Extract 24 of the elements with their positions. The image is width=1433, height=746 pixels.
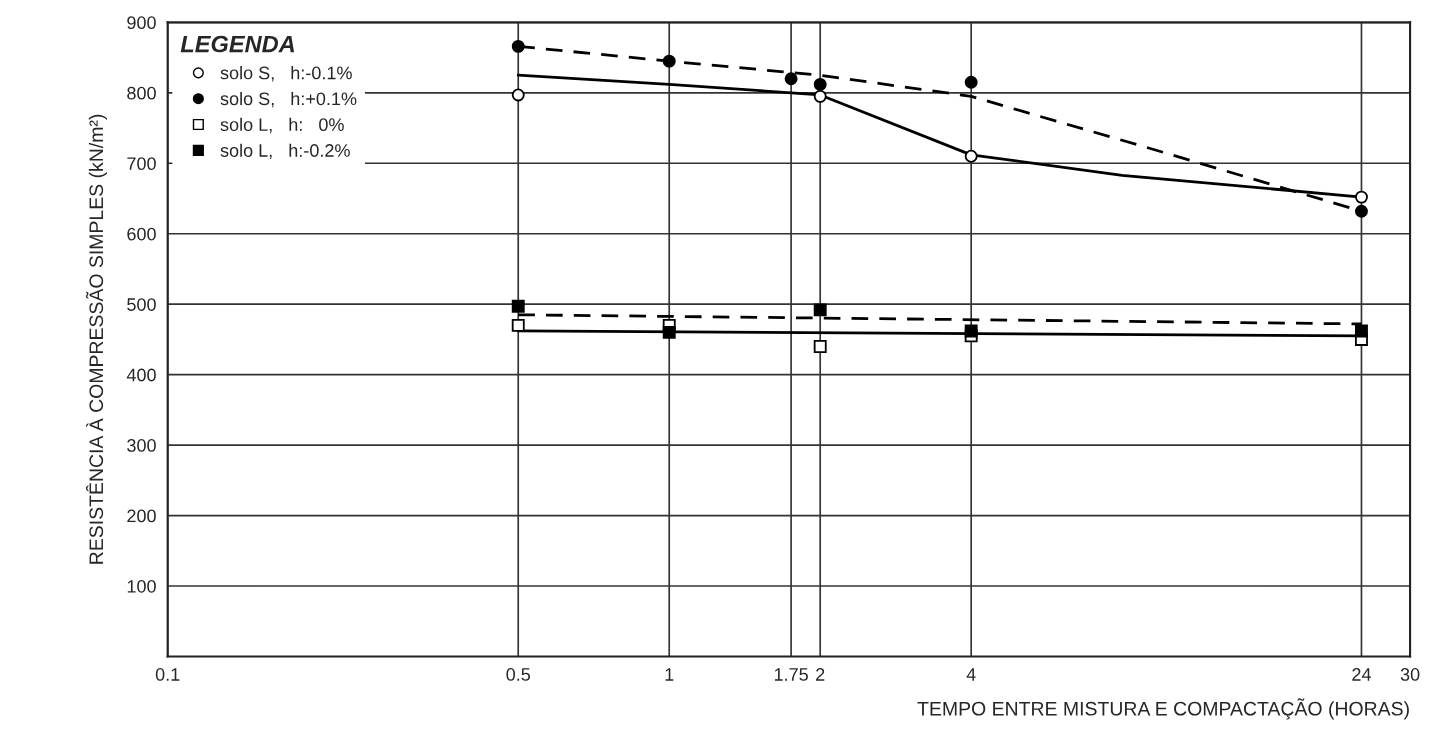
- y-tick-label: 900: [127, 16, 156, 30]
- y-axis-title: RESISTÊNCIA À COMPRESSÃO SIMPLES (kN/m²): [85, 114, 107, 564]
- x-tick-label: 1.75: [774, 668, 808, 681]
- y-tick-label: 100: [127, 579, 156, 593]
- x-tick-label: 2: [816, 668, 825, 681]
- legend-label: solo S, h:-0.1%: [220, 66, 352, 82]
- legend-label: solo L, h:-0.2%: [220, 143, 350, 160]
- y-tick-label: 700: [127, 157, 156, 171]
- y-tick-label: 800: [127, 86, 156, 100]
- legend-label: solo L, h: 0%: [220, 117, 344, 134]
- y-tick-label: 400: [126, 368, 156, 382]
- x-tick-label: 4: [966, 668, 976, 681]
- y-tick-label: 300: [127, 439, 156, 452]
- x-axis-title: TEMPO ENTRE MISTURA E COMPACTAÇÃO (HORAS): [917, 698, 1409, 720]
- y-tick-label: 600: [127, 227, 156, 241]
- legend-label: solo S, h:+0.1%: [220, 91, 357, 108]
- x-tick-label: 1: [665, 668, 674, 681]
- legend-title: LEGENDA: [180, 35, 295, 53]
- x-tick-label: 0.5: [506, 668, 531, 681]
- x-tick-label: 24: [1352, 668, 1371, 681]
- y-tick-label: 500: [127, 298, 156, 311]
- y-tick-label: 200: [127, 509, 156, 523]
- x-tick-label: 0.1: [155, 668, 180, 681]
- x-tick-label: 30: [1400, 668, 1420, 681]
